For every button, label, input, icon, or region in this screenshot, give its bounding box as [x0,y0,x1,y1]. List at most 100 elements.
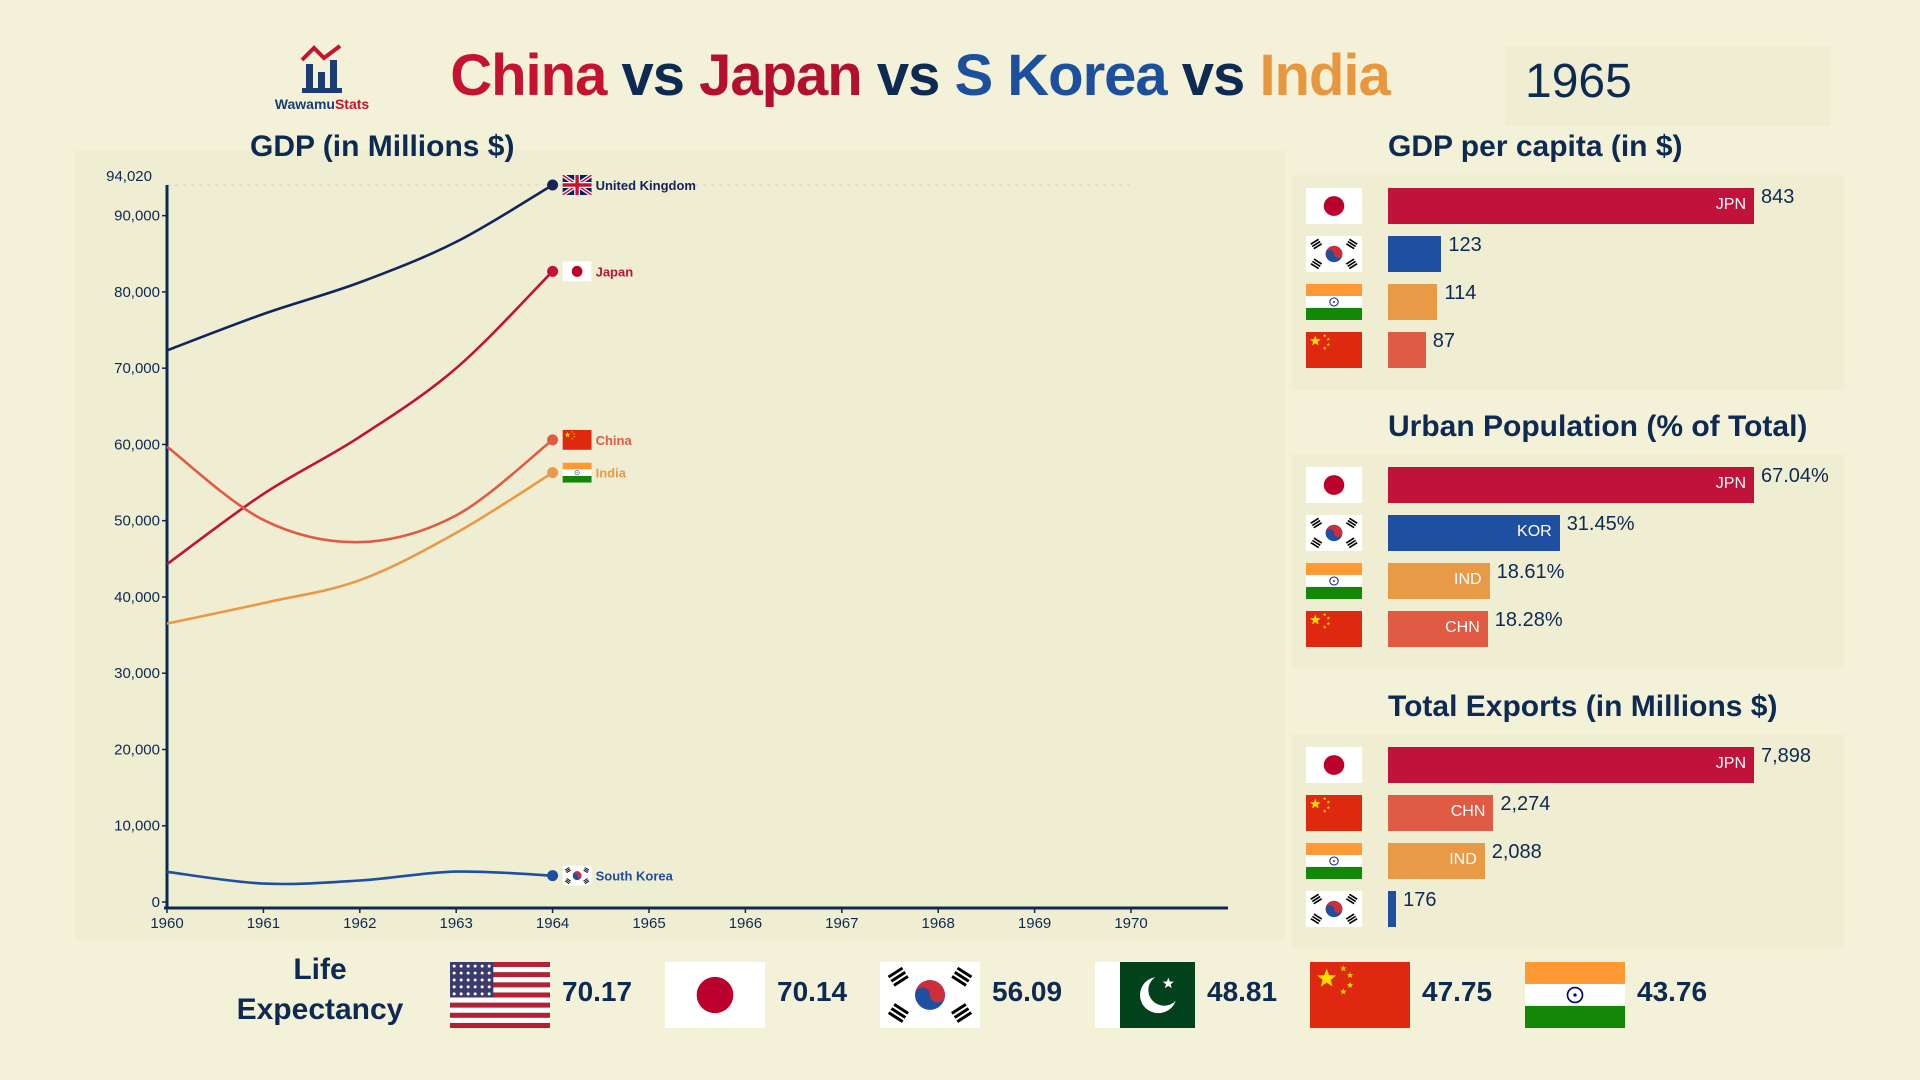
india-flag-icon [1306,284,1362,320]
urban-population-value-jpn: 67.04% [1761,465,1829,487]
china-flag-icon [562,429,592,450]
end-point-india [547,467,559,479]
total-exports-value-chn: 2,274 [1500,793,1551,815]
urban-population-flag-japan [1306,467,1362,503]
usa-flag-icon [450,962,550,1028]
urban-population-title: Urban Population (% of Total) [1388,410,1808,443]
page-title: China vs Japan vs S Korea vs India [400,42,1440,109]
y-tick-label: 70,000 [114,360,160,377]
total-exports-value-jpn: 7,898 [1761,745,1812,767]
total-exports-bar-chn: CHN [1388,795,1494,831]
life-expectancy-value-china: 47.75 [1422,976,1493,1007]
life-expectancy-label: Life Expectancy [220,950,420,1030]
title-korea: S Korea [954,43,1167,108]
total-exports-flag-china [1306,795,1362,831]
gdp-per-capita-flag-korea [1306,236,1362,272]
year-label: 1965 [1525,55,1632,108]
end-point-china [547,434,559,446]
line-series-united-kingdom [166,183,554,352]
life-expectancy-flag-korea [880,962,980,1028]
series-label-japan: Japan [596,264,634,279]
y-tick-label: 10,000 [114,818,160,835]
end-point-south-korea [547,870,559,882]
title-japan: Japan [699,43,863,108]
india-flag-icon [1306,843,1362,879]
gdp-per-capita-title: GDP per capita (in $) [1388,130,1683,163]
title-vs-1: vs [606,43,700,108]
urban-population-value-kor: 31.45% [1566,513,1635,535]
end-point-united-kingdom [547,179,559,191]
gdp-per-capita-bar-jpn: JPN [1388,188,1754,224]
gdp-chart-title: GDP (in Millions $) [250,130,515,163]
korea-flag-icon [1306,236,1362,272]
india-flag-icon [562,462,592,483]
japan-flag-icon [1306,747,1362,783]
wawamustats-logo: WawamuStats [262,44,382,116]
bar-country-code: IND [1454,571,1482,588]
gdp-per-capita-value-jpn: 843 [1761,186,1795,208]
china-flag-icon [1310,962,1410,1028]
y-tick-label: 80,000 [114,284,160,301]
total-exports-bar-ind: IND [1388,843,1485,879]
x-tick-label: 1963 [440,915,473,932]
india-flag-icon [1525,962,1625,1028]
y-tick-label: 40,000 [114,589,160,606]
title-vs-2: vs [861,43,955,108]
x-tick-label: 1967 [825,915,858,932]
china-flag-icon [1306,611,1362,647]
gdp-per-capita-bar-kor [1388,236,1442,272]
year-box: 1965 [1505,46,1830,126]
gdp-per-capita-bar-chn [1388,332,1426,368]
line-series-south-korea [166,870,553,886]
total-exports-flag-japan [1306,747,1362,783]
y-tick-label: 0 [152,894,160,911]
bar-country-code: JPN [1715,475,1746,492]
life-expectancy-label-line2: Expectancy [236,993,404,1026]
life-expectancy-value-india: 43.76 [1637,976,1708,1007]
korea-flag-icon [1306,891,1362,927]
urban-population-value-ind: 18.61% [1496,561,1565,583]
series-label-india: India [596,466,627,481]
gdp-chart-panel [75,150,1285,940]
x-tick-label: 1970 [1114,915,1147,932]
gdp-per-capita-bar-ind [1388,284,1438,320]
end-point-japan [547,265,559,277]
gdp-per-capita-flag-japan [1306,188,1362,224]
line-series-india [166,471,554,625]
series-label-united-kingdom: United Kingdom [596,178,696,193]
life-expectancy-label-line1: Life [293,953,347,986]
bar-country-code: JPN [1715,755,1746,772]
total-exports-flag-korea [1306,891,1362,927]
x-tick-label: 1962 [343,915,376,932]
line-series-japan [166,270,554,566]
bar-country-code: CHN [1445,619,1480,636]
life-expectancy-value-japan: 70.14 [777,976,848,1007]
life-expectancy-flag-china [1310,962,1410,1028]
pakistan-flag-icon [1095,962,1195,1028]
gdp-per-capita-flag-india [1306,284,1362,320]
y-max-label: 94,020 [106,168,152,185]
total-exports-title: Total Exports (in Millions $) [1388,690,1778,723]
gdp-per-capita-flag-china [1306,332,1362,368]
total-exports-bar-jpn: JPN [1388,747,1754,783]
x-tick-label: 1965 [632,915,665,932]
gdp-line-chart: 0 10,000 20,000 30,000 40,000 50,000 60,000 70,… [106,168,1228,932]
gdp-per-capita-value-chn: 87 [1432,330,1456,352]
logo-icon [300,44,342,93]
japan-flag-icon [562,261,592,282]
life-expectancy-flag-usa [450,962,550,1028]
life-expectancy-value-usa: 70.17 [562,976,633,1007]
x-tick-label: 1966 [729,915,762,932]
life-expectancy-flag-japan [665,962,765,1028]
life-expectancy-flag-india [1525,962,1625,1028]
life-expectancy-flag-pakistan [1095,962,1195,1028]
y-tick-label: 90,000 [114,208,160,225]
x-tick-label: 1964 [536,915,569,932]
urban-population-flag-korea [1306,515,1362,551]
line-series-china [166,438,554,544]
urban-population-flag-india [1306,563,1362,599]
x-tick-label: 1968 [922,915,955,932]
x-tick-label: 1961 [247,915,280,932]
bar-country-code: IND [1449,851,1477,868]
series-label-south-korea: South Korea [596,869,674,884]
